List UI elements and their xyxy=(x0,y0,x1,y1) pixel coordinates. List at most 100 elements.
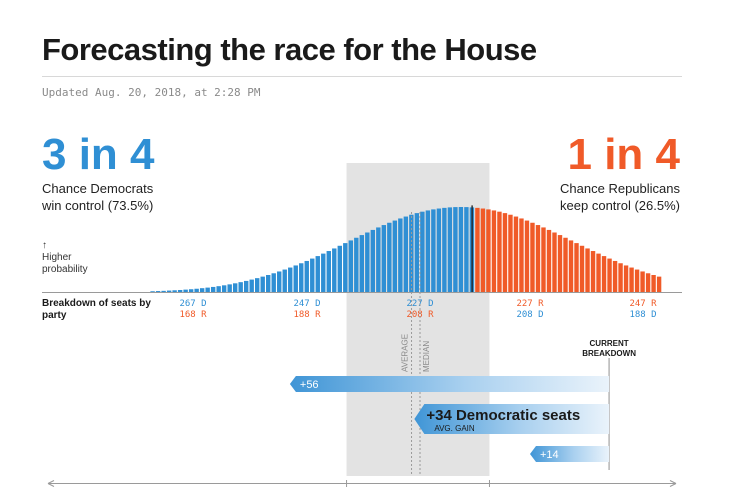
gain-label: +56 xyxy=(300,379,319,391)
higher-probability-note: ↑ Higher probability xyxy=(42,240,112,276)
seat-bar xyxy=(161,290,166,292)
republican-odds: 1 in 4 xyxy=(567,130,681,179)
seat-bar xyxy=(535,225,541,292)
seat-bar xyxy=(464,207,469,292)
seat-bar xyxy=(293,265,298,292)
seat-bar xyxy=(436,208,442,292)
seat-bar xyxy=(629,267,634,292)
seat-bar xyxy=(210,286,216,292)
left-arrow-icon xyxy=(47,480,55,487)
seat-bar xyxy=(486,209,491,292)
democrat-odds: 3 in 4 xyxy=(42,130,155,179)
seat-bar xyxy=(277,271,282,292)
seat-bar xyxy=(579,245,585,292)
seat-bar xyxy=(541,227,546,292)
current-breakdown-label: BREAKDOWN xyxy=(582,349,636,358)
republican-chance-text: Chance Republicans keep control (26.5%) xyxy=(560,180,680,214)
seat-bar xyxy=(524,220,530,292)
seat-bar xyxy=(392,220,398,292)
seat-bar xyxy=(260,276,265,292)
seat-bar xyxy=(623,265,629,292)
seat-bar xyxy=(299,263,304,292)
right-arrow-icon xyxy=(669,480,677,487)
current-breakdown-label: CURRENT xyxy=(590,339,629,348)
seat-bar xyxy=(502,213,508,292)
seat-bar xyxy=(348,240,353,292)
seat-bar xyxy=(557,235,563,292)
seat-bar xyxy=(321,253,326,292)
tick-label-bottom: 168 R xyxy=(179,310,207,320)
seat-bar xyxy=(475,207,480,292)
seat-bar xyxy=(199,288,205,292)
seat-bar xyxy=(370,229,376,292)
gain-bar xyxy=(530,446,610,462)
median-label: MEDIAN xyxy=(422,341,431,372)
republican-chance-line1: Chance Republicans xyxy=(560,181,680,196)
seat-bar xyxy=(563,237,568,292)
democrat-chance-line1: Chance Democrats xyxy=(42,181,154,196)
seat-bar xyxy=(530,222,535,292)
seat-bar xyxy=(221,285,227,292)
seat-bar xyxy=(249,279,254,292)
seat-bar xyxy=(590,251,596,292)
seat-bar xyxy=(640,271,645,292)
seat-bar xyxy=(607,258,612,292)
seat-bar xyxy=(354,237,359,292)
gain-bar xyxy=(289,376,610,392)
seat-bar xyxy=(656,276,662,292)
seat-bar xyxy=(645,273,651,292)
seat-bar xyxy=(315,256,320,292)
seat-bar xyxy=(238,282,243,292)
tick-label-top: 247 D xyxy=(293,299,320,309)
tick-label-top: 247 R xyxy=(629,299,657,309)
tick-label-top: 267 D xyxy=(179,299,206,309)
page-title: Forecasting the race for the House xyxy=(42,32,537,67)
seat-bar xyxy=(568,240,574,292)
seat-bar xyxy=(337,245,342,292)
seat-bar xyxy=(403,216,409,292)
x-axis-label: Breakdown of seats by xyxy=(42,298,151,309)
democrat-chance-text: Chance Democrats win control (73.5%) xyxy=(42,180,153,214)
avg-gain-sublabel: AVG. GAIN xyxy=(434,424,475,433)
seat-bar xyxy=(177,289,183,292)
avg-gain-label: +34 Democratic seats xyxy=(426,407,580,424)
x-axis-label: party xyxy=(42,310,67,321)
seat-bar xyxy=(398,218,403,292)
seat-bar xyxy=(546,229,552,292)
tick-label-bottom: 208 D xyxy=(516,310,543,320)
seat-bar xyxy=(288,267,293,292)
republican-chance-line2: keep control (26.5%) xyxy=(560,198,680,213)
seat-bar xyxy=(414,213,420,292)
seat-bar xyxy=(491,210,497,292)
tick-label-bottom: 188 R xyxy=(293,310,321,320)
average-label: AVERAGE xyxy=(401,334,410,372)
tick-label-bottom: 208 R xyxy=(406,310,434,320)
seat-bar xyxy=(166,290,172,292)
seat-bar xyxy=(634,269,640,292)
updated-timestamp: Updated Aug. 20, 2018, at 2:28 PM xyxy=(42,86,261,99)
democrat-chance-line2: win control (73.5%) xyxy=(42,198,154,213)
seat-bar xyxy=(326,251,331,292)
seat-bar xyxy=(431,209,436,292)
tick-label-top: 227 R xyxy=(516,299,544,309)
seat-bar xyxy=(150,291,155,292)
seat-bar xyxy=(574,243,579,292)
seat-bar xyxy=(255,278,260,292)
seat-bar xyxy=(183,289,188,292)
seat-bar xyxy=(205,287,210,292)
seat-bar xyxy=(232,283,238,292)
seat-bar xyxy=(216,286,221,292)
seat-bar xyxy=(310,258,315,292)
seat-bar xyxy=(420,211,425,292)
seat-bar xyxy=(266,275,271,292)
higher-probability-line1: Higher xyxy=(42,252,72,263)
gain-label: +14 xyxy=(540,449,559,461)
seat-bar xyxy=(442,207,447,292)
seat-bar xyxy=(243,280,249,292)
seat-bar xyxy=(304,260,309,292)
seat-bar xyxy=(596,253,601,292)
seat-bar xyxy=(271,273,276,292)
title-divider xyxy=(42,76,682,77)
seat-bar xyxy=(585,248,590,292)
